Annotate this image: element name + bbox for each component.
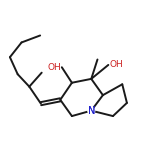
Text: N: N — [88, 106, 95, 116]
Circle shape — [88, 107, 95, 114]
Text: N: N — [88, 106, 95, 116]
Text: OH: OH — [47, 63, 61, 72]
Text: OH: OH — [109, 60, 123, 69]
